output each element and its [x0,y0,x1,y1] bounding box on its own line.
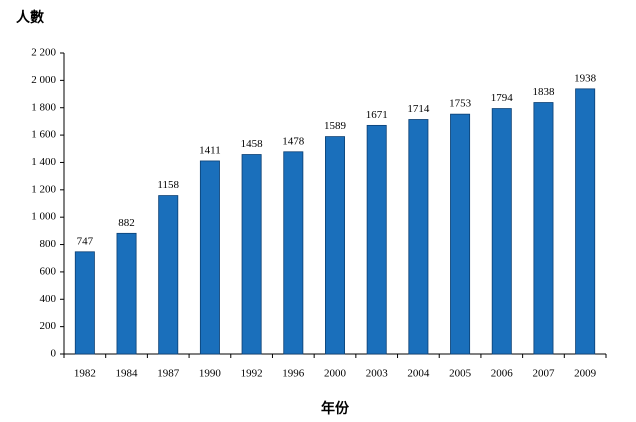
x-tick-label: 2000 [324,368,347,380]
y-tick-label: 2 000 [31,74,56,86]
data-label: 1671 [366,109,388,121]
x-tick-label: 2007 [532,368,555,380]
x-tick-label: 1984 [116,368,139,380]
bar [575,88,596,355]
data-label: 1794 [491,92,514,104]
y-tick-label: 400 [40,293,57,305]
data-label: 1411 [199,144,221,156]
bar [450,113,471,355]
y-tick-label: 600 [40,265,57,277]
x-tick-label: 1982 [74,368,96,380]
y-tick-label: 1 600 [31,129,56,141]
x-tick-label: 1990 [199,368,222,380]
data-label: 1478 [282,135,305,147]
y-tick-label: 1 800 [31,101,56,113]
bar [491,108,512,355]
x-tick-label: 1992 [241,368,263,380]
x-tick-label: 1987 [157,368,180,380]
x-axis-title: 年份 [321,400,350,417]
y-tick-label: 2 200 [31,47,56,59]
bar [74,251,95,355]
data-label: 1589 [324,120,347,132]
y-tick-label: 1 400 [31,156,56,168]
x-tick-label: 2004 [407,368,430,380]
bar [283,151,304,355]
bar [325,136,345,355]
data-label: 1714 [407,103,430,115]
x-tick-label: 2006 [491,368,514,380]
data-label: 1938 [574,72,597,84]
bar [158,195,179,355]
bar [366,124,387,355]
x-tick-label: 2003 [366,368,389,380]
x-tick-label: 1996 [282,368,305,380]
x-tick-label: 2005 [449,368,472,380]
bar [199,160,220,355]
y-axis-title: 人數 [16,9,44,26]
data-label: 882 [118,217,135,229]
y-tick-label: 1 000 [31,211,56,223]
y-tick-label: 800 [40,238,57,250]
y-tick-label: 200 [40,320,57,332]
bar [533,102,554,355]
data-label: 1838 [532,86,555,98]
data-label: 1753 [449,98,472,110]
x-tick-label: 2009 [574,368,597,380]
bar [116,232,137,355]
y-tick-label: 0 [51,348,57,360]
data-label: 1458 [241,138,264,150]
data-label: 747 [77,235,94,247]
bar [241,154,262,355]
y-tick-label: 1 200 [31,183,56,195]
data-label: 1158 [157,179,179,191]
bar [408,119,429,355]
